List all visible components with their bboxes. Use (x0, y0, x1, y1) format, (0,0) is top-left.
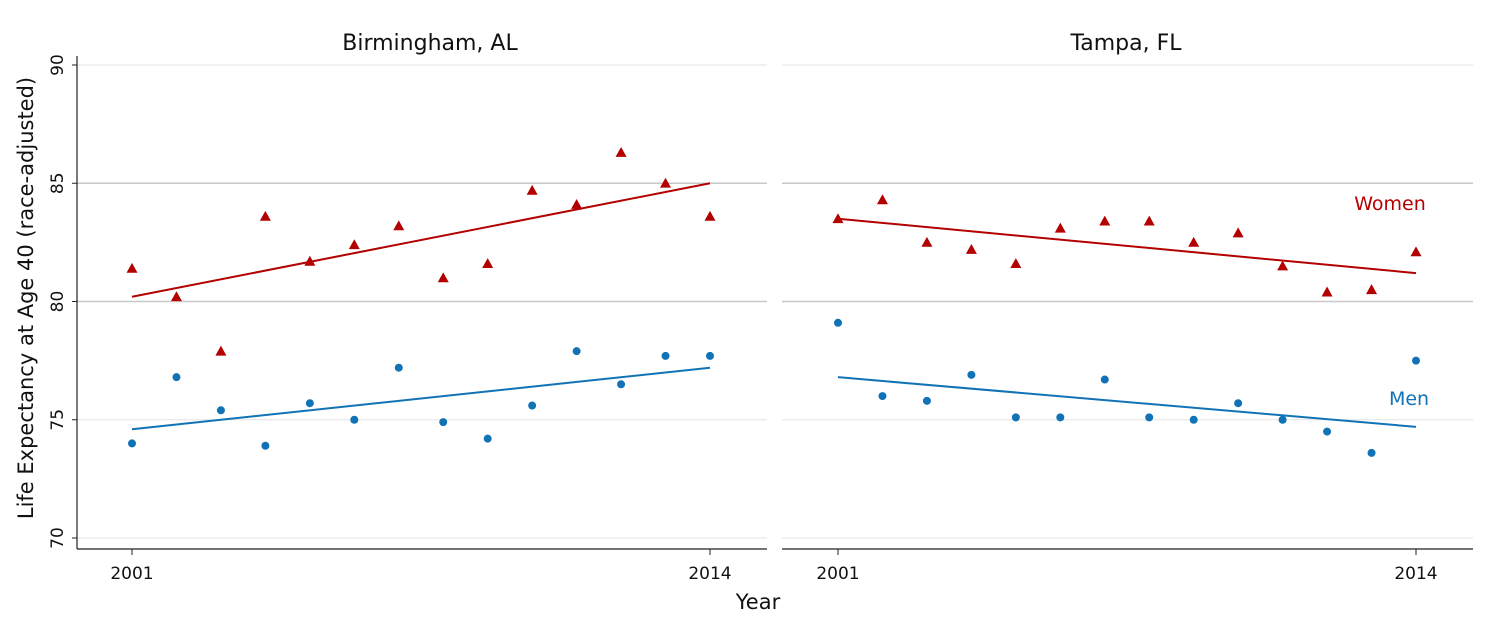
women-data-point (876, 194, 888, 205)
men-data-point (1367, 448, 1376, 457)
men-data-point (305, 399, 314, 408)
women-data-point (832, 213, 844, 224)
men-data-point (706, 351, 714, 360)
men-data-point (1056, 413, 1065, 422)
y-tick-label: 80 (48, 291, 68, 313)
x-axis-label: Year (735, 590, 781, 614)
women-trend-line (131, 182, 711, 298)
men-data-point (261, 441, 270, 450)
panel-tampa: Tampa, FL 2001 2014 Women Men (782, 31, 1473, 584)
men-data-point (1234, 399, 1243, 408)
women-data-point (1321, 286, 1333, 297)
men-data-point (661, 351, 670, 360)
women-data-point (482, 258, 494, 269)
women-series-label: Women (1354, 193, 1426, 215)
women-data-point (704, 210, 716, 221)
women-data-point (259, 210, 271, 221)
women-trend-line (837, 217, 1417, 275)
y-tick-label: 85 (48, 172, 68, 194)
women-data-point (526, 184, 538, 195)
men-data-point (967, 370, 976, 379)
men-data-point (1011, 413, 1020, 422)
panel-title: Birmingham, AL (342, 31, 518, 56)
women-data-point (921, 236, 933, 247)
y-axis-label: Life Expectancy at Age 40 (race-adjusted… (14, 77, 38, 519)
men-data-point (394, 363, 403, 372)
women-data-point (126, 262, 138, 273)
women-data-point (571, 199, 583, 209)
women-data-point (1277, 260, 1289, 271)
men-data-point (617, 380, 626, 389)
men-data-point (922, 396, 931, 405)
men-data-point (1323, 427, 1332, 436)
women-data-point (1410, 246, 1422, 257)
women-data-point (615, 147, 627, 157)
women-data-point (965, 243, 977, 254)
women-data-point (660, 177, 672, 188)
women-data-point (1232, 227, 1244, 238)
women-data-point (215, 345, 227, 356)
men-trend-line (837, 376, 1417, 428)
women-data-point (1099, 215, 1111, 226)
men-data-point (128, 439, 136, 448)
men-data-point (172, 373, 181, 382)
women-data-point (1054, 222, 1066, 233)
men-data-point (483, 434, 492, 443)
panel-birmingham: Birmingham, AL 70 75 80 85 90 2001 2014 (48, 31, 767, 584)
men-data-point (834, 318, 842, 327)
men-data-point (1100, 375, 1109, 384)
men-data-point (1278, 415, 1287, 424)
women-data-point (437, 272, 449, 283)
men-data-point (528, 401, 537, 410)
y-tick-label: 90 (48, 54, 68, 76)
women-data-point (170, 291, 182, 302)
x-tick-label: 2001 (110, 564, 153, 584)
y-tick-label: 70 (48, 527, 68, 549)
men-data-point (439, 418, 448, 427)
women-data-point (393, 220, 405, 231)
men-data-point (216, 406, 225, 415)
men-data-point (350, 415, 359, 424)
women-data-point (1010, 258, 1022, 269)
women-data-point (1143, 215, 1155, 226)
women-data-point (1188, 236, 1200, 247)
panel-title: Tampa, FL (1069, 31, 1182, 56)
x-tick-label: 2001 (816, 564, 859, 584)
women-data-point (348, 239, 360, 250)
x-tick-label: 2014 (1394, 564, 1437, 584)
x-tick-label: 2014 (688, 564, 731, 584)
men-trend-line (131, 366, 711, 431)
men-series-label: Men (1389, 388, 1429, 410)
y-tick-label: 75 (48, 409, 68, 431)
men-data-point (1412, 356, 1420, 365)
men-data-point (572, 347, 581, 356)
women-data-point (1366, 284, 1378, 295)
men-data-point (1189, 415, 1198, 424)
women-data-point (304, 255, 316, 266)
men-data-point (1145, 413, 1154, 422)
men-data-point (878, 392, 887, 401)
